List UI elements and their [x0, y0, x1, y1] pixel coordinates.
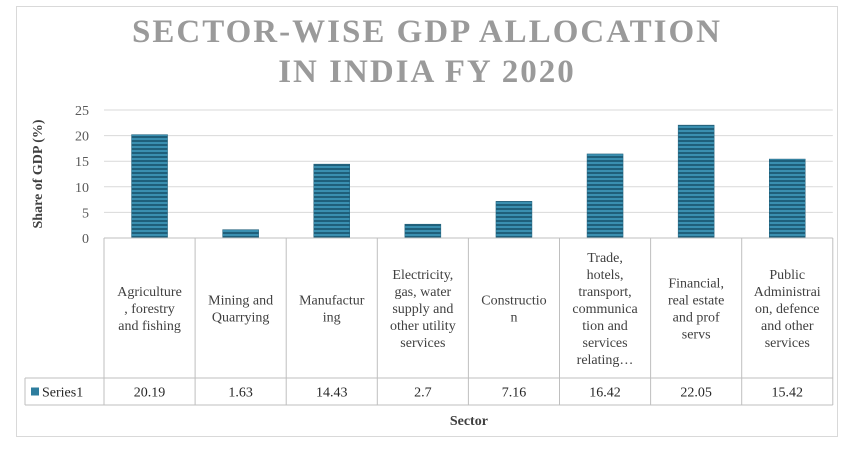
category-label: Electricity, gas, water supply and other ut…: [390, 268, 456, 351]
y-tick-label: 5: [82, 206, 89, 221]
chart-title-line-2: IN INDIA FY 2020: [278, 54, 576, 90]
category-label: Public Administrai on, defence and other ser…: [754, 268, 821, 351]
bar: [769, 158, 806, 239]
category-label: Manufactur ing: [299, 294, 365, 326]
bar: [495, 201, 533, 239]
chart-title: SECTOR-WISE GDP ALLOCATION IN INDIA FY 2…: [16, 12, 838, 92]
bar: [586, 153, 624, 239]
bar: [313, 163, 350, 239]
data-value-label: 20.19: [134, 386, 166, 401]
data-value-label: 15.42: [772, 386, 804, 401]
y-tick-label: 20: [75, 130, 89, 145]
legend-key: [31, 387, 39, 396]
bar: [404, 223, 442, 239]
y-axis-title: Share of GDP (%): [31, 119, 46, 228]
bar: [677, 124, 715, 239]
data-value-label: 16.42: [589, 386, 621, 401]
data-value-label: 7.16: [502, 386, 527, 401]
bar: [222, 229, 259, 239]
category-label: Mining and Quarrying: [208, 294, 273, 326]
x-axis-title: Sector: [450, 414, 488, 429]
data-value-label: 2.7: [414, 386, 432, 401]
y-tick-label: 25: [75, 104, 89, 119]
category-label: Trade, hotels, transport, communica tion and…: [572, 251, 638, 368]
category-label: Constructio n: [481, 294, 546, 326]
y-tick-label: 10: [75, 181, 89, 196]
category-label: Financial, real estate and prof servs: [668, 277, 724, 343]
legend-series-name: Series1: [42, 386, 83, 401]
y-tick-label: 15: [75, 155, 89, 170]
y-tick-label: 0: [82, 232, 89, 247]
category-label: Agriculture, forestry and fishing: [117, 285, 182, 334]
data-value-label: 22.05: [680, 386, 712, 401]
data-value-label: 1.63: [228, 386, 253, 401]
chart-title-line-1: SECTOR-WISE GDP ALLOCATION: [132, 14, 722, 50]
data-value-label: 14.43: [316, 386, 348, 401]
bar: [131, 134, 168, 239]
